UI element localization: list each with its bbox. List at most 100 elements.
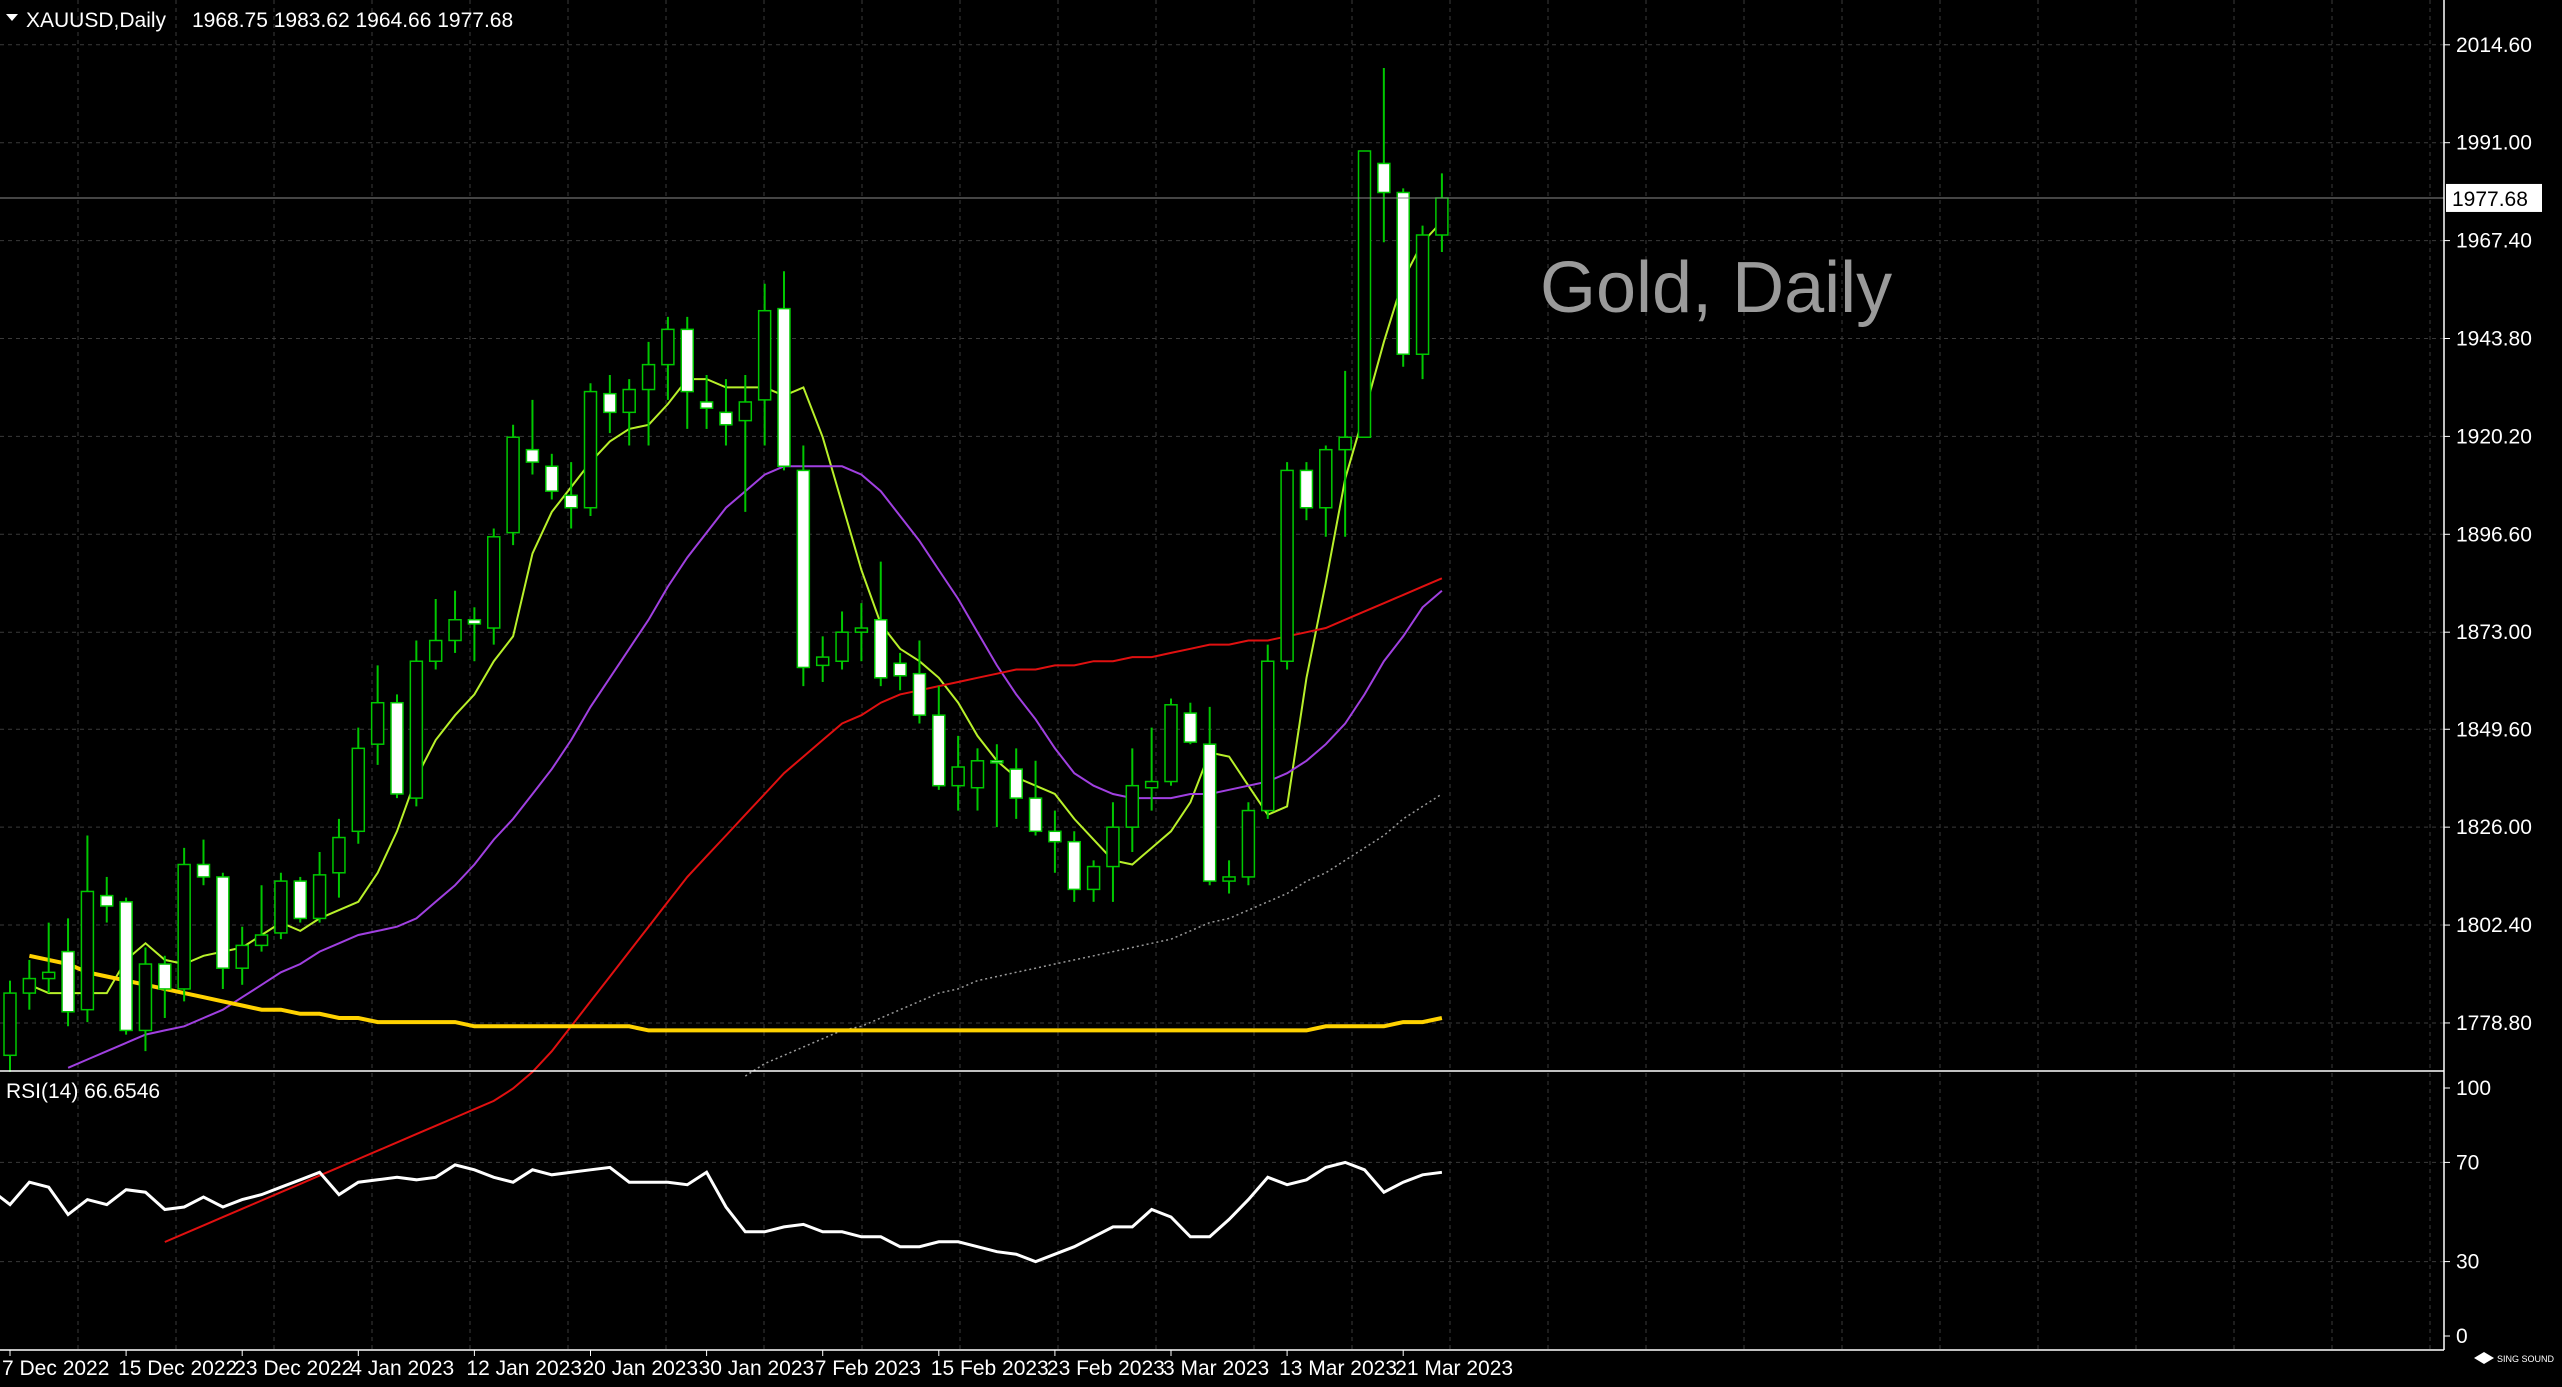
candle	[196, 839, 211, 886]
candle-body	[738, 401, 753, 422]
candle-body	[119, 901, 133, 1032]
candle-body	[428, 639, 443, 662]
candle	[61, 918, 75, 1027]
candle-body	[351, 747, 366, 833]
candle	[409, 640, 424, 807]
candle-body	[1377, 162, 1391, 194]
candle-body	[545, 465, 559, 492]
candle	[1357, 150, 1372, 438]
symbol-label: XAUUSD,Daily	[26, 9, 167, 32]
candle-body	[1299, 469, 1314, 509]
chart-watermark: Gold, Daily	[1540, 248, 1892, 328]
candle-body	[312, 874, 327, 920]
candle	[680, 316, 694, 429]
candle-body	[719, 411, 733, 426]
candle	[100, 876, 114, 923]
candle	[583, 383, 598, 517]
candle-body	[100, 894, 114, 907]
candle-body	[796, 469, 811, 669]
current-price-tag	[2446, 183, 2542, 212]
candle-body	[835, 631, 849, 662]
candle-body	[158, 963, 172, 990]
candle-body	[409, 660, 424, 799]
candle-body	[216, 876, 230, 969]
candle-body	[525, 448, 540, 463]
candle-body	[293, 880, 307, 920]
candle	[158, 955, 172, 1018]
rsi-label: RSI(14) 66.6546	[6, 1080, 160, 1103]
candle	[815, 636, 830, 682]
candle	[951, 735, 965, 811]
candle	[448, 590, 462, 653]
candle-body	[1009, 768, 1023, 799]
candle-body	[1028, 797, 1043, 833]
candle	[1144, 727, 1159, 811]
candle	[970, 748, 985, 811]
price-tick-label: 1991.00	[2456, 132, 2532, 155]
candle	[603, 375, 617, 434]
candle-body	[1280, 469, 1294, 662]
candle-body	[1106, 826, 1120, 868]
candle-body	[487, 536, 501, 629]
candle-body	[583, 390, 598, 509]
candle	[1319, 445, 1333, 537]
candle	[893, 652, 907, 691]
candle-body	[370, 701, 385, 745]
candle-body	[1202, 743, 1217, 882]
candle-body	[254, 934, 269, 947]
price-tick-label: 1967.40	[2456, 230, 2532, 253]
candle	[119, 897, 133, 1035]
candle-body	[661, 328, 675, 366]
time-tick-label: 23 Dec 2022	[234, 1357, 353, 1380]
price-axis[interactable]: 2014.60 1991.00 1967.40 1943.80 1920.20 1896.…	[2444, 34, 2542, 1035]
candle-body	[1241, 809, 1256, 878]
candle-body	[912, 672, 927, 716]
candle	[506, 424, 520, 546]
time-tick-label: 7 Dec 2022	[2, 1357, 109, 1380]
candle	[1048, 810, 1062, 873]
price-tick-label: 1826.00	[2456, 816, 2532, 839]
candle	[1086, 860, 1101, 902]
candle	[622, 379, 636, 446]
candle-body	[757, 309, 772, 401]
time-tick-label: 21 Mar 2023	[1395, 1357, 1513, 1380]
ohlc-readout: 1968.75 1983.62 1964.66 1977.68	[192, 9, 513, 32]
price-tick-label: 2014.60	[2456, 34, 2532, 57]
candle	[1299, 462, 1314, 521]
symbol-menu-triangle-icon[interactable]	[6, 14, 18, 21]
candle	[777, 271, 791, 471]
candle	[1164, 698, 1178, 786]
price-tick-label: 1802.40	[2456, 914, 2532, 937]
candle-body	[603, 392, 617, 414]
candle-body	[1183, 712, 1198, 743]
candle-body	[1338, 436, 1352, 451]
ma-line-ma100	[744, 793, 1443, 1077]
candle-body	[777, 307, 791, 468]
chart-frame	[0, 0, 2445, 1351]
candle-body	[22, 977, 37, 994]
candle	[1106, 802, 1120, 902]
candle	[912, 640, 927, 724]
candle-body	[41, 971, 56, 980]
brand-logo-mark-icon	[2474, 1352, 2494, 1364]
candle-body	[235, 944, 249, 969]
candle-body	[61, 950, 75, 1013]
candle-body	[1048, 830, 1062, 843]
candle	[1202, 706, 1217, 886]
candle	[545, 453, 559, 500]
candle-body	[1222, 876, 1236, 882]
candle-body	[1261, 660, 1275, 812]
time-tick-label: 13 Mar 2023	[1279, 1357, 1397, 1380]
candle-body	[874, 618, 888, 679]
candle	[796, 445, 811, 687]
candle	[738, 375, 753, 512]
candle	[990, 744, 1004, 828]
candle	[312, 852, 327, 923]
time-tick-label: 30 Jan 2023	[699, 1357, 815, 1380]
candle	[332, 818, 346, 898]
candle	[293, 876, 307, 923]
candle	[932, 686, 946, 790]
time-tick-label: 3 Mar 2023	[1163, 1357, 1269, 1380]
candle-body	[1067, 840, 1081, 891]
